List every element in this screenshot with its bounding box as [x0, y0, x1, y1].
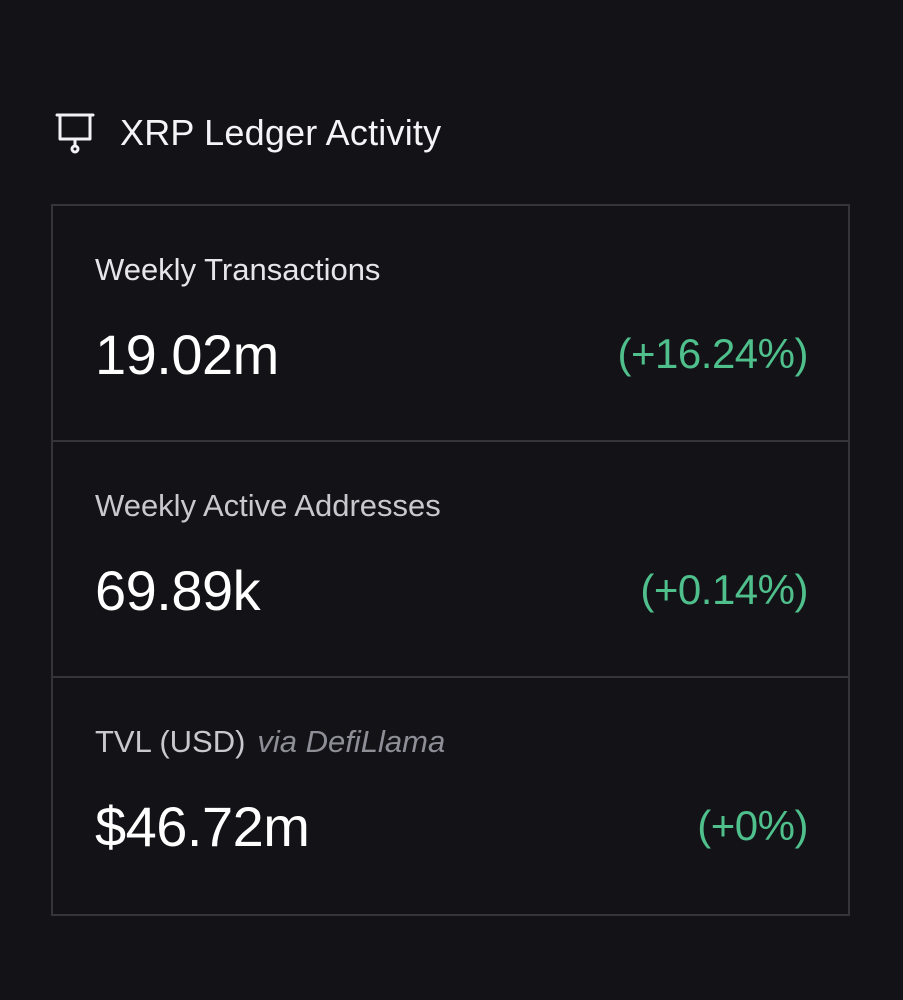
metric-source-link[interactable]: via DefiLlama [257, 724, 446, 759]
metric-label: Weekly Transactions [95, 252, 381, 287]
metrics-card: Weekly Transactions 19.02m (+16.24%) Wee… [51, 204, 850, 916]
metric-value: 19.02m [95, 323, 279, 386]
metric-label: TVL (USD) via DefiLlama [95, 724, 445, 760]
presentation-board-icon [54, 109, 96, 157]
metric-value: 69.89k [95, 559, 261, 622]
metric-weekly-transactions: Weekly Transactions 19.02m (+16.24%) [53, 206, 848, 442]
metric-change: (+0.14%) [640, 566, 808, 613]
metric-change: (+16.24%) [617, 330, 809, 377]
metric-weekly-active-addresses: Weekly Active Addresses 69.89k (+0.14%) [53, 442, 848, 678]
metric-label: Weekly Active Addresses [95, 488, 441, 523]
metric-value: $46.72m [95, 795, 310, 858]
metric-change: (+0%) [697, 802, 808, 849]
widget-header: XRP Ledger Activity [54, 108, 441, 158]
metric-tvl: TVL (USD) via DefiLlama $46.72m (+0%) [53, 678, 848, 914]
widget-title: XRP Ledger Activity [120, 112, 442, 153]
metric-label-text: TVL (USD) [95, 724, 246, 759]
